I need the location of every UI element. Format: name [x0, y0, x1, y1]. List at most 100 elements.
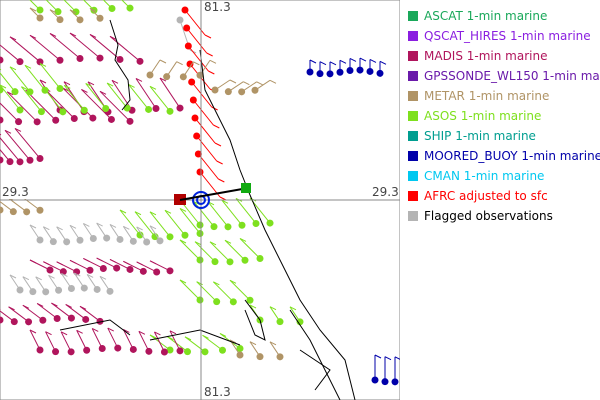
wind-barb	[9, 36, 44, 66]
wind-barb	[42, 226, 57, 246]
wind-barb	[76, 329, 91, 354]
wind-barb	[138, 330, 153, 355]
wind-barb	[29, 259, 54, 274]
legend-label: AFRC adjusted to sfc	[424, 189, 548, 203]
wind-barb	[22, 276, 37, 296]
track-line	[179, 187, 249, 201]
wind-barb	[0, 206, 4, 214]
legend-label: ASCAT 1-min marine	[424, 9, 548, 23]
wind-barb	[82, 223, 97, 242]
wind-barb	[289, 306, 304, 326]
legend-item[interactable]: MOORED_BUOY 1-min marine	[408, 146, 600, 166]
wind-barb	[194, 150, 225, 183]
wind-barb	[48, 274, 63, 294]
wind-barb	[249, 341, 264, 361]
wind-barb	[83, 258, 107, 272]
legend-swatch	[408, 151, 418, 161]
wind-barb	[149, 225, 164, 245]
wind-map[interactable]	[0, 0, 400, 400]
legend-item[interactable]: Flagged observations	[408, 206, 600, 226]
wind-barb	[0, 44, 24, 66]
wind-barb	[86, 273, 101, 293]
station-marker[interactable]	[174, 183, 251, 209]
coastline	[59, 19, 356, 400]
legend-swatch	[408, 31, 418, 41]
wind-barb	[366, 58, 377, 75]
legend-swatch	[408, 191, 418, 201]
wind-barb	[184, 336, 209, 356]
wind-barb	[376, 60, 387, 77]
legend-item[interactable]: CMAN 1-min marine	[408, 166, 600, 186]
ascat-marker	[241, 183, 251, 193]
legend-label: MADIS 1-min marine	[424, 49, 548, 63]
wind-barb	[73, 272, 88, 292]
wind-barbs	[0, 0, 400, 386]
wind-barb	[0, 116, 4, 124]
wind-barb	[128, 83, 153, 113]
legend-item[interactable]: QSCAT_HIRES 1-min marine	[408, 26, 600, 46]
wind-barb	[212, 281, 237, 306]
wind-barb	[229, 339, 244, 359]
wind-barb	[8, 306, 33, 326]
legend-label: CMAN 1-min marine	[424, 169, 545, 183]
buoy-ring-icon	[192, 191, 210, 209]
wind-barb	[326, 61, 337, 78]
wind-barb	[229, 279, 254, 304]
wind-barb	[251, 79, 277, 94]
wind-barb	[79, 305, 104, 325]
wind-barb	[39, 63, 64, 92]
wind-barb	[146, 59, 167, 79]
wind-barb	[6, 91, 41, 126]
wind-barb	[85, 83, 110, 112]
legend-item[interactable]: AFRC adjusted to sfc	[408, 186, 600, 206]
wind-barb	[163, 61, 183, 81]
wind-barb	[149, 85, 174, 115]
wind-barb	[123, 260, 147, 275]
wind-barb	[224, 239, 249, 264]
wind-barb	[194, 241, 219, 266]
wind-barb	[149, 211, 174, 241]
wind-barb	[209, 241, 234, 266]
lon-label-top: 81.3	[204, 0, 231, 14]
wind-barb	[56, 226, 71, 246]
lat-label-right: 29.3	[372, 185, 399, 199]
wind-barb	[0, 86, 4, 94]
legend-item[interactable]: GPSSONDE_WL150 1-min marine	[408, 66, 600, 86]
legend-item[interactable]: ASOS 1-min marine	[408, 106, 600, 126]
wind-barb	[122, 328, 137, 353]
legend-item[interactable]: SHIP 1-min marine	[408, 126, 600, 146]
wind-barb	[49, 33, 84, 62]
wind-barb	[69, 32, 104, 62]
wind-barb	[269, 341, 284, 361]
wind-barb	[193, 132, 223, 165]
wind-barb	[0, 148, 14, 166]
wind-barb	[91, 328, 106, 352]
legend-item[interactable]: METAR 1-min marine	[408, 86, 600, 106]
wind-barb	[96, 222, 111, 242]
wind-barb	[9, 274, 24, 294]
legend-label: Flagged observations	[424, 209, 553, 223]
legend-item[interactable]: MADIS 1-min marine	[408, 46, 600, 66]
wind-barb	[239, 238, 264, 262]
wind-barb	[21, 86, 45, 116]
wind-barb	[238, 81, 263, 96]
wind-barb	[65, 303, 90, 323]
legend-item[interactable]: ASCAT 1-min marine	[408, 6, 600, 26]
wind-barb	[61, 273, 75, 292]
wind-barb	[29, 224, 44, 244]
legend-label: METAR 1-min marine	[424, 89, 550, 103]
lon-label-bottom: 81.3	[204, 385, 231, 399]
wind-barb	[45, 331, 60, 356]
wind-barb	[221, 199, 246, 229]
legend-label: MOORED_BUOY 1-min marine	[424, 149, 600, 163]
wind-barb	[89, 33, 124, 63]
wind-barb	[96, 257, 121, 272]
wind-barb	[179, 239, 204, 264]
wind-barb	[107, 327, 122, 352]
legend-swatch	[408, 131, 418, 141]
legend-swatch	[408, 111, 418, 121]
wind-barb	[135, 78, 160, 112]
wind-barb	[211, 79, 237, 94]
wind-barb	[169, 330, 184, 355]
legend-swatch	[408, 211, 418, 221]
